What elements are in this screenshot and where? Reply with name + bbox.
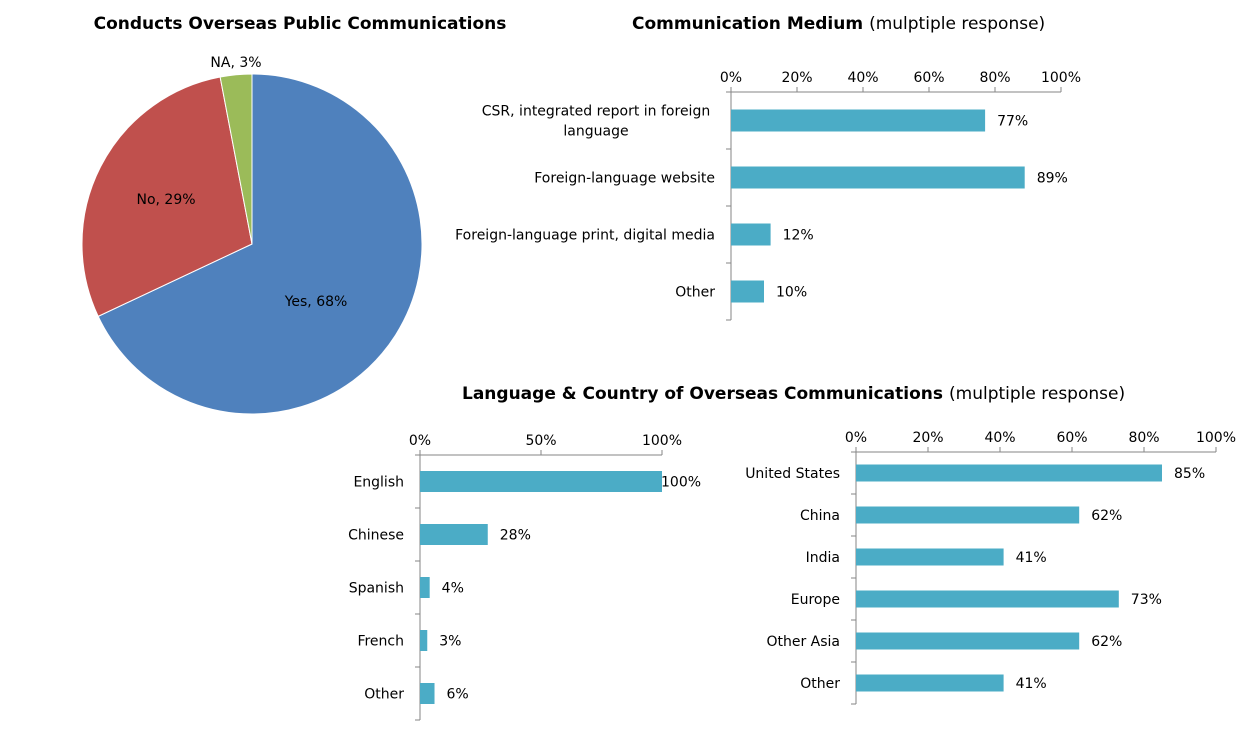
- pie-chart: Conducts Overseas Public Communications …: [81, 14, 507, 415]
- pie-label-yes: Yes, 68%: [284, 294, 348, 310]
- bar-value-label: 41%: [1016, 550, 1047, 566]
- category-label: Europe: [791, 592, 840, 608]
- category-label: China: [800, 508, 840, 524]
- x-tick-label: 100%: [1196, 430, 1236, 446]
- bar-value-label: 73%: [1131, 592, 1162, 608]
- x-tick-label: 80%: [979, 70, 1010, 86]
- bar: [856, 590, 1119, 608]
- bar-value-label: 62%: [1091, 634, 1122, 650]
- country-chart: 0% 20% 40% 60% 80% 100% 85% United States 62% Chi…: [745, 430, 1236, 705]
- bar-value-label: 4%: [442, 581, 464, 597]
- pie-label-no: No, 29%: [136, 192, 195, 208]
- bar: [731, 109, 986, 132]
- x-tick-label: 50%: [525, 433, 556, 449]
- communication-medium-title: Communication Medium (mulptiple response): [632, 14, 1045, 34]
- pie-label-na: NA, 3%: [210, 55, 261, 71]
- category-label: Chinese: [348, 528, 404, 544]
- category-label: India: [806, 550, 840, 566]
- bar-value-label: 12%: [783, 228, 814, 244]
- bar-value-label: 77%: [997, 114, 1028, 130]
- bar-value-label: 6%: [447, 687, 469, 703]
- x-tick-label: 40%: [847, 70, 878, 86]
- x-tick-label: 100%: [1041, 70, 1081, 86]
- bar-value-label: 89%: [1037, 171, 1068, 187]
- bar-value-label: 62%: [1091, 508, 1122, 524]
- bar: [856, 674, 1004, 692]
- x-tick-label: 0%: [720, 70, 742, 86]
- category-label: Foreign-language website: [534, 171, 715, 187]
- x-tick-label: 60%: [1056, 430, 1087, 446]
- communication-medium-chart: Communication Medium (mulptiple response)…: [455, 14, 1081, 321]
- bar: [420, 524, 488, 545]
- category-label: French: [357, 634, 404, 650]
- category-label: Other: [364, 687, 404, 703]
- bar: [731, 223, 771, 246]
- pie-slice-yes: [97, 73, 423, 415]
- x-tick-label: 20%: [912, 430, 943, 446]
- language-country-title: Language & Country of Overseas Communica…: [462, 384, 1125, 404]
- bar: [420, 630, 428, 651]
- language-chart: 0% 50% 100% 100% English 28% Chinese 4% Spanish 3…: [348, 433, 701, 721]
- x-tick-label: 80%: [1128, 430, 1159, 446]
- x-tick-label: 20%: [781, 70, 812, 86]
- pie-slice-no: [81, 76, 253, 318]
- x-tick-label: 100%: [642, 433, 682, 449]
- bar-value-label: 10%: [776, 285, 807, 301]
- bar: [731, 280, 764, 303]
- category-label: CSR, integrated report in foreign languag…: [482, 104, 710, 140]
- bar: [420, 577, 430, 598]
- category-label: United States: [745, 466, 840, 482]
- bar: [420, 471, 662, 492]
- x-tick-label: 60%: [913, 70, 944, 86]
- bar: [856, 506, 1080, 524]
- x-tick-label: 0%: [409, 433, 431, 449]
- bar: [420, 683, 435, 704]
- bar-value-label: 100%: [661, 475, 701, 491]
- category-label: Foreign-language print, digital media: [455, 228, 715, 244]
- bar-value-label: 3%: [439, 634, 461, 650]
- category-label: English: [353, 475, 404, 491]
- category-label: Other: [675, 285, 715, 301]
- bar: [856, 464, 1162, 482]
- bar: [731, 166, 1025, 189]
- bar-value-label: 28%: [500, 528, 531, 544]
- category-label: Spanish: [349, 581, 404, 597]
- x-tick-label: 40%: [984, 430, 1015, 446]
- category-label: Other: [800, 676, 840, 692]
- bar-value-label: 41%: [1016, 676, 1047, 692]
- bar-value-label: 85%: [1174, 466, 1205, 482]
- category-label: Other Asia: [766, 634, 840, 650]
- pie-chart-title: Conducts Overseas Public Communications: [94, 14, 507, 34]
- x-tick-label: 0%: [845, 430, 867, 446]
- bar: [856, 632, 1080, 650]
- bar: [856, 548, 1004, 566]
- pie-slice-na: [219, 73, 253, 245]
